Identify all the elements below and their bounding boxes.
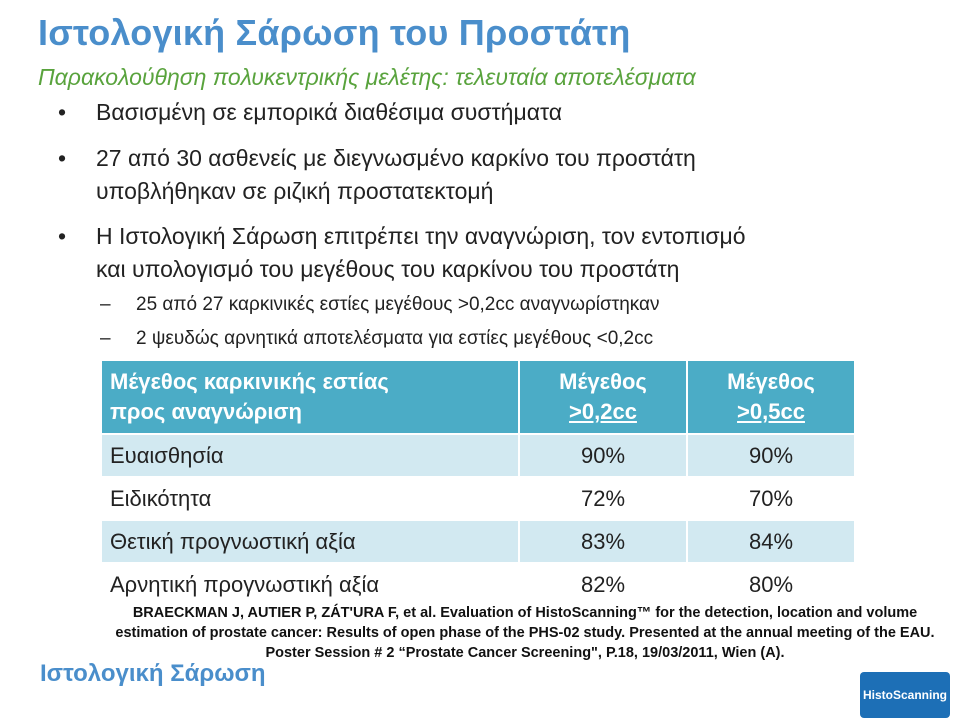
cell-value: 84%	[686, 519, 856, 564]
cell-value: 90%	[686, 433, 856, 478]
bullet-text: Βασισμένη σε εμπορικά διαθέσιμα συστήματ…	[96, 99, 563, 125]
footer-brand: Ιστολογική Σάρωση	[40, 660, 266, 687]
header-size-05: Μέγεθος >0,5cc	[686, 359, 856, 435]
header-size-02: Μέγεθος >0,2cc	[518, 359, 688, 435]
row-label: Ειδικότητα	[100, 476, 520, 521]
slide-subtitle: Παρακολούθηση πολυκεντρικής μελέτης: τελ…	[38, 64, 696, 90]
header-text: >0,5cc	[737, 399, 805, 424]
reference-line: BRAECKMAN J, AUTIER P, ZÁT'URA F, et al.…	[132, 605, 918, 621]
row-label: Αρνητική προγνωστική αξία	[100, 562, 520, 607]
bullet-text: 27 από 30 ασθενείς με διεγνωσμένο καρκίν…	[96, 145, 696, 171]
cell-value: 72%	[518, 476, 688, 521]
subbullet-text: 25 από 27 καρκινικές εστίες μεγέθους >0,…	[136, 294, 660, 315]
subbullet-2: – 2 ψευδώς αρνητικά αποτελέσματα για εστ…	[100, 328, 654, 350]
cell-value: 82%	[518, 562, 688, 607]
table-row: Ειδικότητα 72% 70%	[100, 476, 856, 521]
histoscanning-logo: HistoScanning	[860, 672, 950, 718]
bullet-dot-icon: •	[58, 223, 67, 249]
slide-title: Ιστολογική Σάρωση του Προστάτη	[38, 12, 631, 53]
dash-icon: –	[100, 294, 111, 315]
header-text: Μέγεθος καρκινικής εστίας	[110, 369, 389, 394]
header-text: >0,2cc	[569, 399, 637, 424]
subbullet-text: 2 ψευδώς αρνητικά αποτελέσματα για εστίε…	[136, 328, 654, 349]
results-table: Μέγεθος καρκινικής εστίας προς αναγνώρισ…	[100, 359, 856, 607]
bullet-3: • Η Ιστολογική Σάρωση επιτρέπει την αναγ…	[58, 220, 746, 286]
cell-value: 83%	[518, 519, 688, 564]
dash-icon: –	[100, 328, 111, 349]
bullet-1: • Βασισμένη σε εμπορικά διαθέσιμα συστήμ…	[58, 96, 563, 129]
bullet-2: • 27 από 30 ασθενείς με διεγνωσμένο καρκ…	[58, 142, 696, 208]
subbullet-1: – 25 από 27 καρκινικές εστίες μεγέθους >…	[100, 294, 660, 316]
cell-value: 70%	[686, 476, 856, 521]
table-header-row: Μέγεθος καρκινικής εστίας προς αναγνώρισ…	[100, 359, 856, 435]
header-text: Μέγεθος	[727, 369, 815, 394]
header-tumor-size: Μέγεθος καρκινικής εστίας προς αναγνώρισ…	[100, 359, 520, 435]
header-text: Μέγεθος	[559, 369, 647, 394]
bullet-text: και υπολογισμό του μεγέθους του καρκίνου…	[96, 256, 680, 282]
bullet-dot-icon: •	[58, 99, 67, 125]
bullet-dot-icon: •	[58, 145, 67, 171]
table-row: Θετική προγνωστική αξία 83% 84%	[100, 519, 856, 564]
cell-value: 80%	[686, 562, 856, 607]
reference-citation: BRAECKMAN J, AUTIER P, ZÁT'URA F, et al.…	[100, 603, 950, 663]
bullet-text: υποβλήθηκαν σε ριζική προστατεκτομή	[96, 178, 494, 204]
cell-value: 90%	[518, 433, 688, 478]
bullet-text: Η Ιστολογική Σάρωση επιτρέπει την αναγνώ…	[96, 223, 746, 249]
reference-line: estimation of prostate cancer: Results o…	[115, 625, 935, 641]
reference-line: Poster Session # 2 “Prostate Cancer Scre…	[265, 645, 785, 661]
row-label: Θετική προγνωστική αξία	[100, 519, 520, 564]
row-label: Ευαισθησία	[100, 433, 520, 478]
table-row: Ευαισθησία 90% 90%	[100, 433, 856, 478]
table-row: Αρνητική προγνωστική αξία 82% 80%	[100, 562, 856, 607]
header-text: προς αναγνώριση	[110, 399, 302, 424]
